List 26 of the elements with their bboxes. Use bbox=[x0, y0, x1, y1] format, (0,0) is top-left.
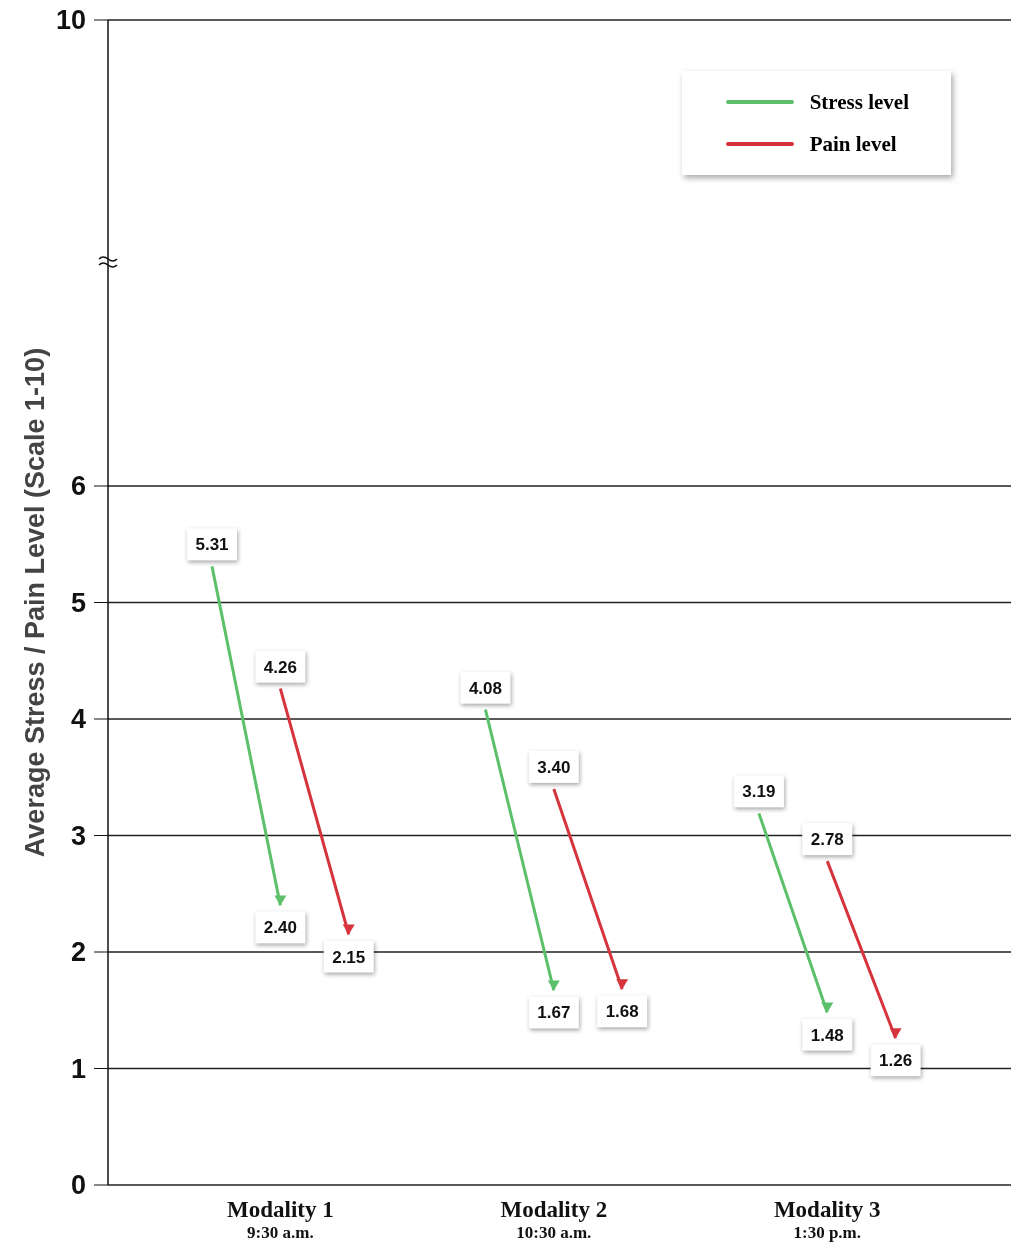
y-tick-label: 0 bbox=[70, 1170, 86, 1200]
x-tick-label: Modality 2 10:30 a.m. bbox=[500, 1197, 608, 1242]
y-tick-label: 2 bbox=[70, 937, 86, 967]
data-label: 4.26 bbox=[263, 657, 297, 677]
y-tick-label: 5 bbox=[70, 587, 86, 618]
data-label: 3.40 bbox=[537, 757, 571, 777]
y-axis-title: Average Stress / Pain Level (Scale 1-10) bbox=[20, 347, 50, 858]
legend-label: Stress level bbox=[809, 89, 909, 115]
y-tick-label: 10 bbox=[55, 5, 86, 35]
data-label: 1.68 bbox=[605, 1002, 639, 1022]
data-label: 1.26 bbox=[879, 1051, 913, 1071]
data-label: 1.67 bbox=[537, 1003, 571, 1023]
data-label: 5.31 bbox=[195, 535, 229, 555]
y-tick-label: 1 bbox=[70, 1053, 86, 1084]
data-label: 3.19 bbox=[742, 782, 776, 802]
y-tick-label: 4 bbox=[70, 704, 86, 734]
x-tick-label: Modality 3 1:30 p.m. bbox=[773, 1197, 881, 1242]
data-label: 4.08 bbox=[468, 678, 502, 698]
y-tick-label: 3 bbox=[70, 820, 86, 851]
y-tick-label: 6 bbox=[70, 471, 86, 501]
x-tick-label: Modality 1 9:30 a.m. bbox=[227, 1197, 334, 1242]
data-label: 2.15 bbox=[332, 947, 366, 967]
data-label: 2.78 bbox=[810, 830, 844, 850]
data-label: 1.48 bbox=[810, 1025, 844, 1045]
data-label: 2.40 bbox=[263, 918, 297, 938]
legend-label: Pain level bbox=[809, 131, 897, 157]
